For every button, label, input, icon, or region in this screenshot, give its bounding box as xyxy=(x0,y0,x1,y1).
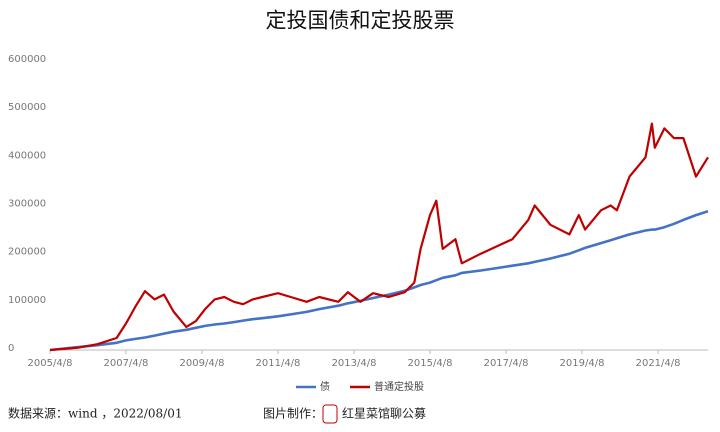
x-tick-label: 2021/4/8 xyxy=(636,358,681,369)
source: 数据来源：wind ，2022/08/01 xyxy=(8,406,183,421)
legend-label: 普通定投股 xyxy=(374,380,424,393)
x-tick-label: 2017/4/8 xyxy=(484,358,529,369)
x-tick-label: 2013/4/8 xyxy=(332,358,377,369)
x-tick-label: 2019/4/8 xyxy=(560,358,605,369)
y-tick-label: 200000 xyxy=(8,247,46,258)
y-tick-label: 100000 xyxy=(8,295,46,306)
seal xyxy=(322,404,338,424)
legend-label: 债 xyxy=(320,380,330,393)
x-tick-label: 2015/4/8 xyxy=(408,358,453,369)
y-tick-label: 600000 xyxy=(8,54,46,65)
y-tick-label: 300000 xyxy=(8,199,46,210)
maker-label: 图片制作： xyxy=(263,407,323,421)
chart-title: 定投国债和定投股票 xyxy=(266,9,455,33)
series-line xyxy=(49,122,709,352)
x-tick-label: 2009/4/8 xyxy=(180,358,225,369)
x-tick-label: 2011/4/8 xyxy=(256,358,301,369)
y-tick-label: 0 xyxy=(8,343,14,354)
y-tick-label: 500000 xyxy=(8,102,46,113)
maker: 红星菜馆聊公募 xyxy=(342,406,426,421)
x-tick-label: 2005/4/8 xyxy=(28,358,73,369)
x-tick-label: 2007/4/8 xyxy=(103,358,148,369)
series-line xyxy=(49,210,709,352)
y-tick-label: 400000 xyxy=(8,150,46,161)
